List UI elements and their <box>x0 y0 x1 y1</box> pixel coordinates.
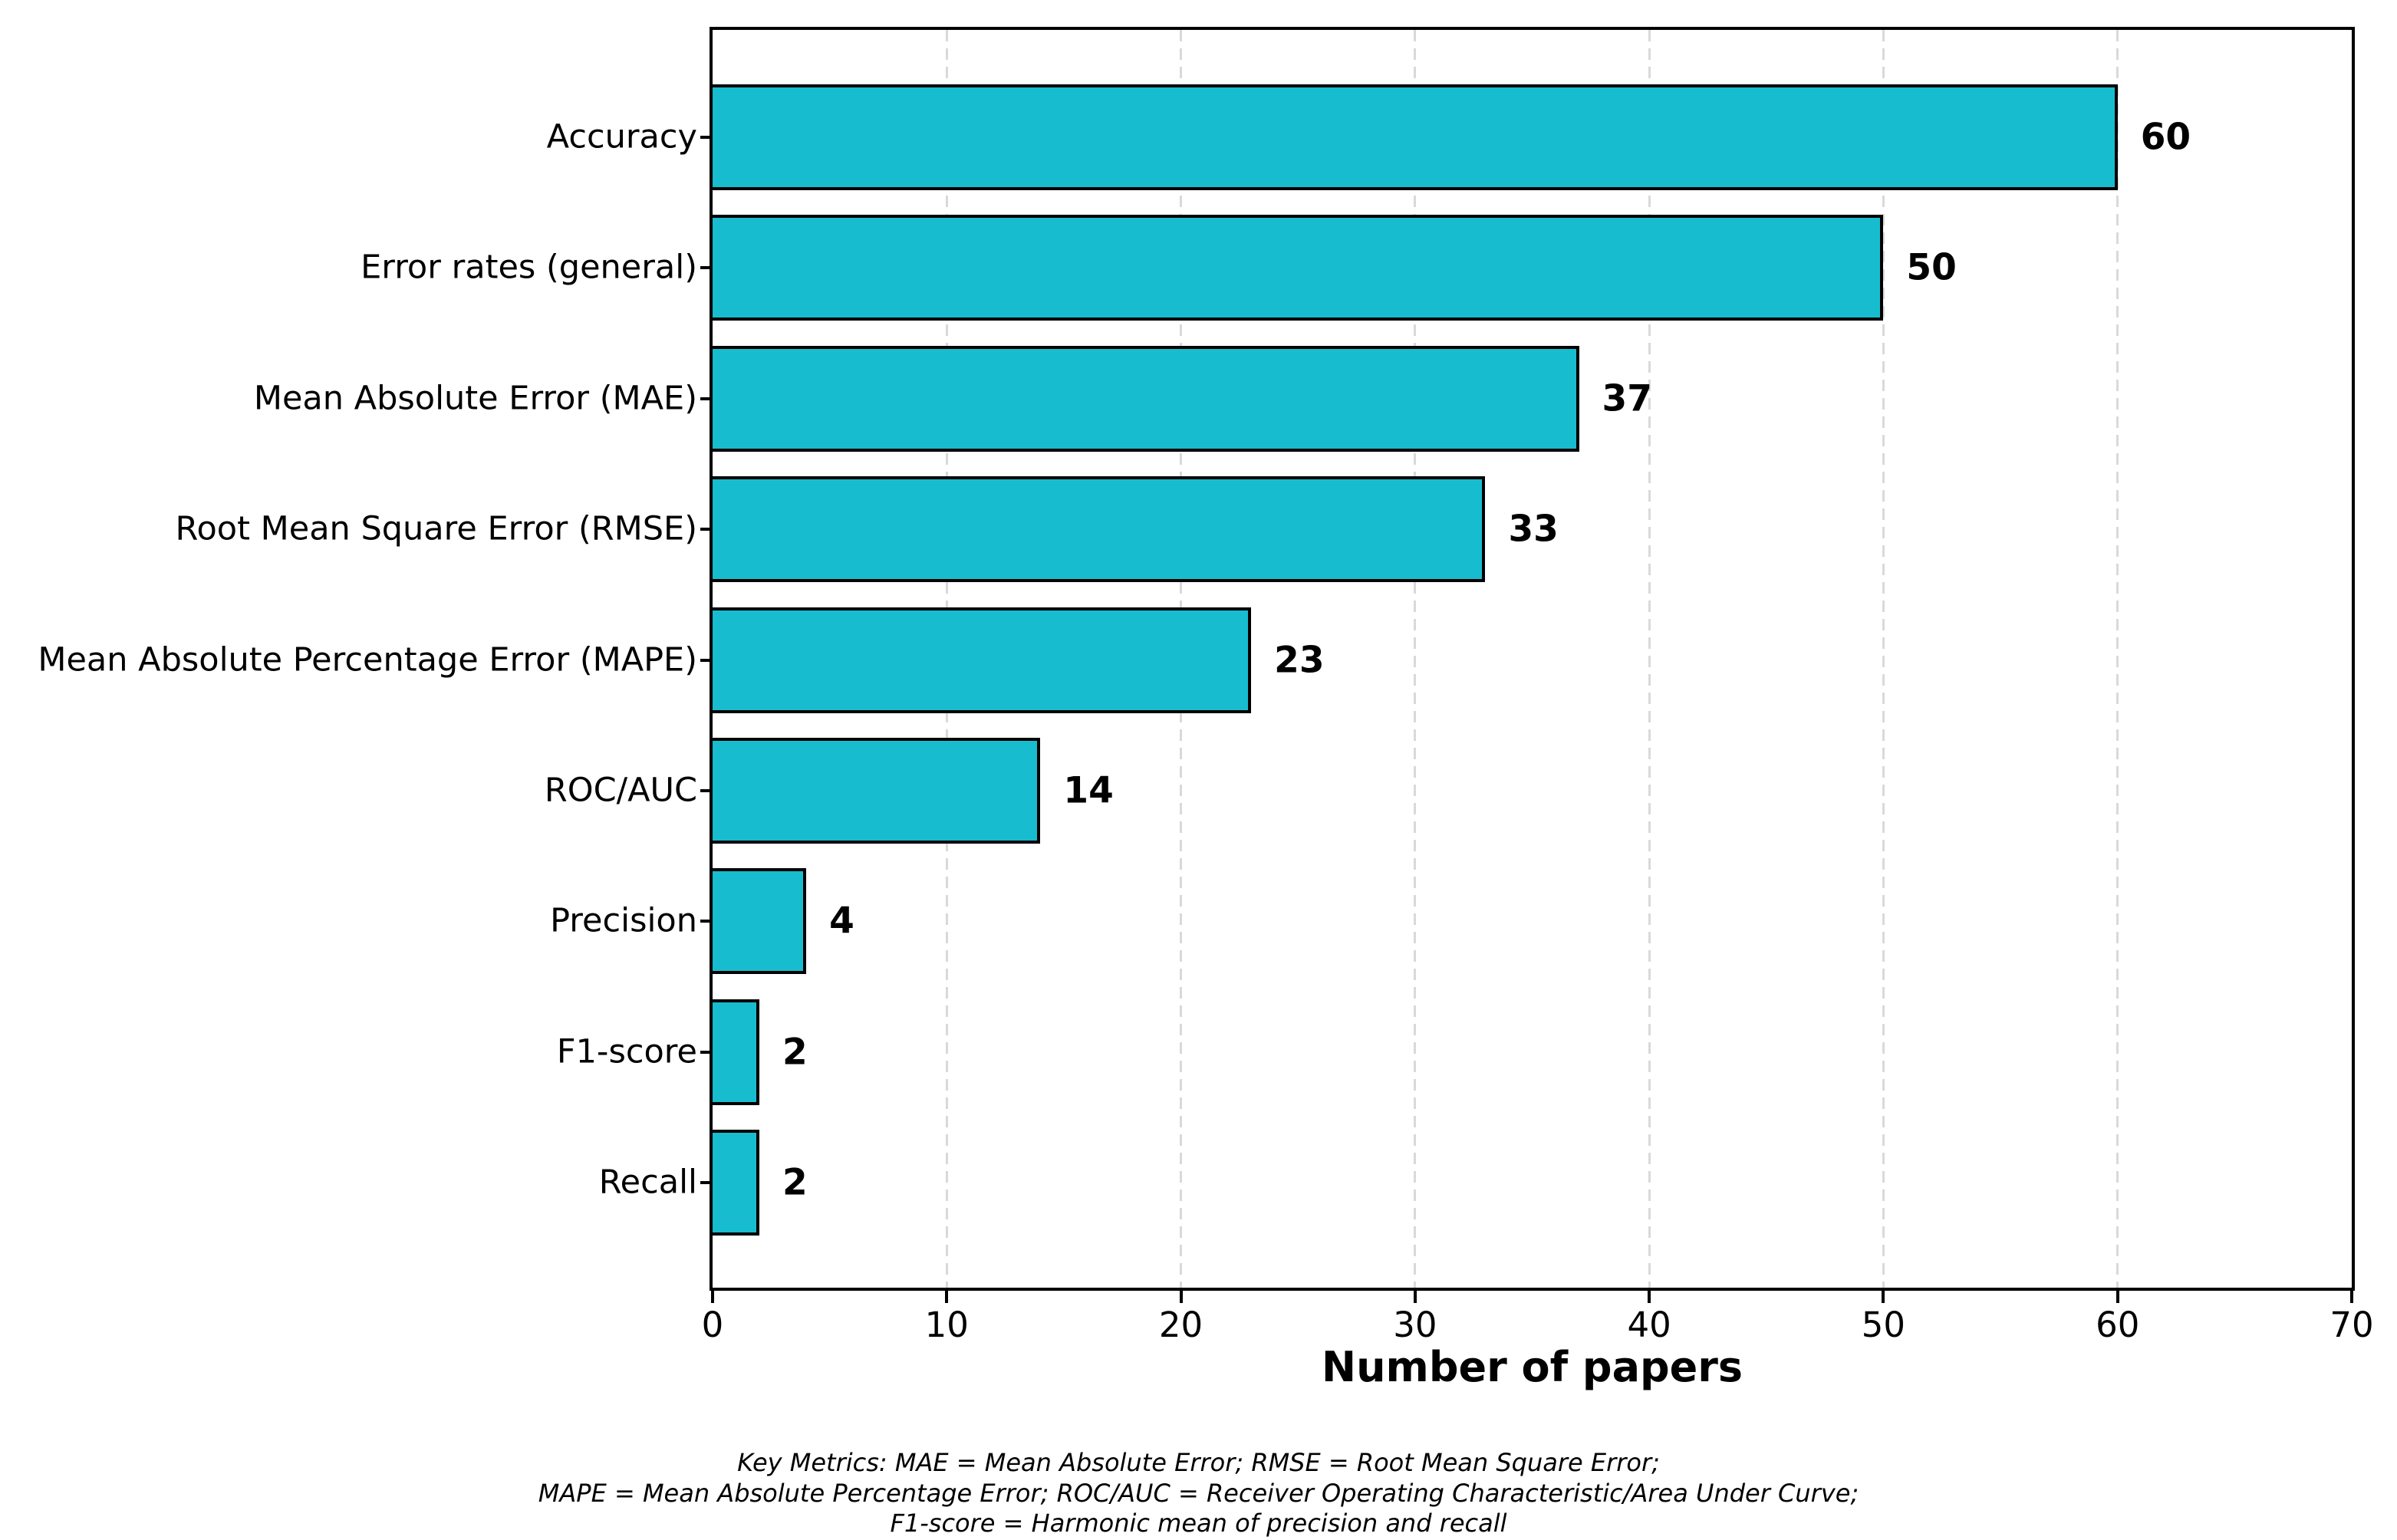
footer-line-1: Key Metrics: MAE = Mean Absolute Error; … <box>737 1448 1660 1477</box>
x-tick-30 <box>1413 1291 1417 1303</box>
x-tick-40 <box>1648 1291 1651 1303</box>
y-tick-precision <box>700 920 710 923</box>
y-axis-category-labels: Accuracy Error rates (general) Mean Absolu… <box>0 30 697 1288</box>
value-label-mean-absolute-error-mae: 37 <box>1602 377 1652 420</box>
x-tick-10 <box>945 1291 949 1303</box>
y-tick-recall <box>700 1181 710 1184</box>
bar-accuracy <box>713 84 2118 190</box>
bar-roc-auc <box>713 737 1041 844</box>
x-axis-title: Number of papers <box>1321 1343 1743 1391</box>
x-tick-label-70: 70 <box>2330 1305 2374 1345</box>
x-tick-label-0: 0 <box>701 1305 724 1345</box>
value-label-accuracy: 60 <box>2140 116 2191 159</box>
category-label-precision: Precision <box>550 901 697 940</box>
x-tick-label-10: 10 <box>924 1305 969 1345</box>
y-tick-mean-absolute-percentage-error-mape <box>700 658 710 662</box>
bars-layer: 60 50 37 33 23 14 4 2 2 <box>713 30 2352 1288</box>
y-tick-root-mean-square-error-rmse <box>700 528 710 531</box>
x-tick-label-60: 60 <box>2096 1305 2140 1345</box>
bar-precision <box>713 868 807 975</box>
value-label-precision: 4 <box>829 900 854 943</box>
plot-area: 60 50 37 33 23 14 4 2 2 <box>710 27 2355 1291</box>
x-tick-label-20: 20 <box>1158 1305 1203 1345</box>
category-label-mean-absolute-error-mae: Mean Absolute Error (MAE) <box>253 379 697 418</box>
footer-line-2: MAPE = Mean Absolute Percentage Error; R… <box>538 1478 1859 1508</box>
gridline-x-50 <box>1882 30 1885 1288</box>
y-tick-mean-absolute-error-mae <box>700 397 710 400</box>
footer-note: Key Metrics: MAE = Mean Absolute Error; … <box>0 1448 2397 1539</box>
value-label-f1-score: 2 <box>782 1031 808 1074</box>
x-tick-label-40: 40 <box>1627 1305 1671 1345</box>
value-label-recall: 2 <box>782 1161 808 1204</box>
category-label-roc-auc: ROC/AUC <box>544 771 697 810</box>
gridline-x-30 <box>1414 30 1417 1288</box>
x-axis-ticks: 0 10 20 30 40 50 60 70 <box>702 1291 2374 1367</box>
y-tick-accuracy <box>700 136 710 139</box>
bar-mean-absolute-error-mae <box>713 345 1579 452</box>
x-tick-label-30: 30 <box>1393 1305 1437 1345</box>
bar-root-mean-square-error-rmse <box>713 476 1486 583</box>
bar-f1-score <box>713 999 760 1105</box>
value-label-roc-auc: 14 <box>1063 769 1114 812</box>
x-tick-label-50: 50 <box>1861 1305 1906 1345</box>
value-label-root-mean-square-error-rmse: 33 <box>1508 508 1559 551</box>
bar-error-rates-general <box>713 215 1884 321</box>
category-label-accuracy: Accuracy <box>546 117 697 156</box>
x-tick-50 <box>1882 1291 1885 1303</box>
bar-mean-absolute-percentage-error-mape <box>713 607 1252 713</box>
gridline-x-60 <box>2116 30 2119 1288</box>
y-tick-f1-score <box>700 1050 710 1054</box>
y-tick-error-rates-general <box>700 266 710 270</box>
category-label-root-mean-square-error-rmse: Root Mean Square Error (RMSE) <box>175 509 697 548</box>
category-label-error-rates-general: Error rates (general) <box>361 248 697 287</box>
category-label-f1-score: F1-score <box>556 1032 697 1071</box>
x-tick-60 <box>2115 1291 2119 1303</box>
x-tick-0 <box>711 1291 714 1303</box>
x-tick-70 <box>2350 1291 2353 1303</box>
value-label-mean-absolute-percentage-error-mape: 23 <box>1274 639 1325 681</box>
value-label-error-rates-general: 50 <box>1906 246 1957 289</box>
category-label-recall: Recall <box>598 1163 697 1202</box>
bar-recall <box>713 1130 760 1236</box>
footer-line-3: F1-score = Harmonic mean of precision an… <box>890 1509 1507 1538</box>
x-tick-20 <box>1179 1291 1183 1303</box>
category-label-mean-absolute-percentage-error-mape: Mean Absolute Percentage Error (MAPE) <box>38 640 697 679</box>
gridline-x-40 <box>1648 30 1651 1288</box>
y-tick-roc-auc <box>700 788 710 792</box>
